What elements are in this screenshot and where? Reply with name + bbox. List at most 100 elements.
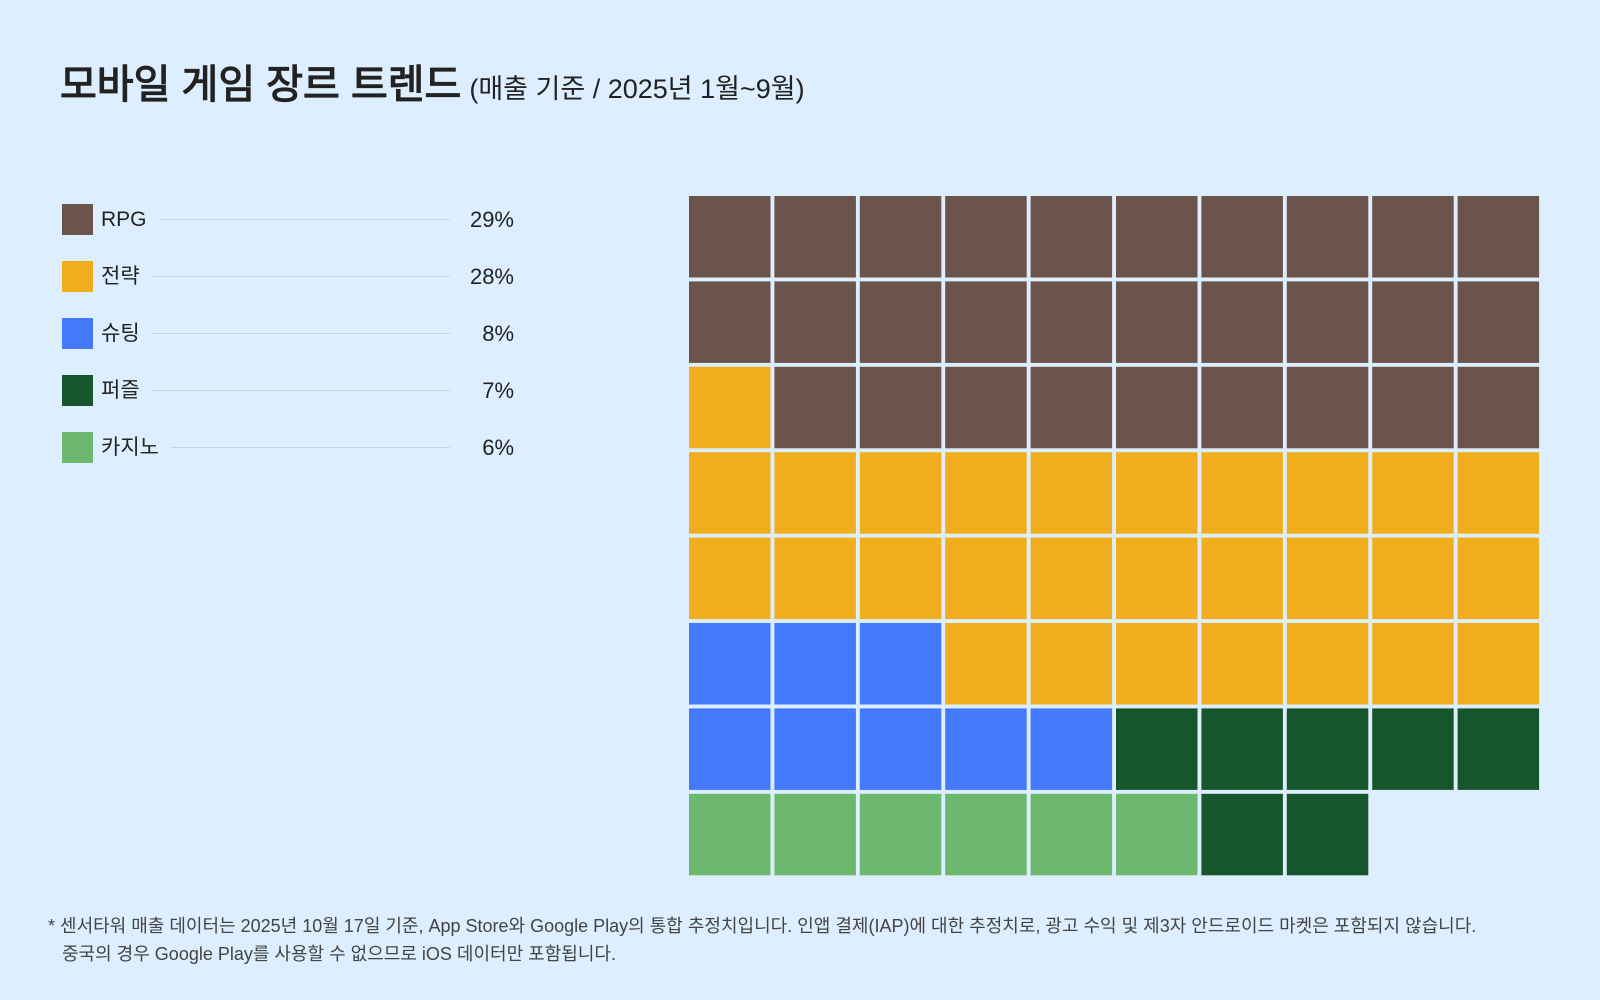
waffle-cell-RPG bbox=[1372, 366, 1454, 449]
waffle-cell-전략 bbox=[1116, 452, 1198, 534]
waffle-cell-RPG bbox=[1286, 281, 1369, 363]
legend-item: RPG 29% bbox=[62, 204, 514, 261]
leader-line bbox=[151, 390, 450, 391]
waffle-cell-퍼즐 bbox=[1286, 708, 1369, 790]
legend-swatch bbox=[62, 432, 93, 463]
waffle-cell-RPG bbox=[689, 196, 771, 278]
waffle-cell-RPG bbox=[1457, 281, 1540, 363]
waffle-cell-전략 bbox=[1030, 623, 1113, 705]
waffle-cell-RPG bbox=[774, 281, 856, 363]
legend-swatch bbox=[62, 261, 93, 292]
chart-title: 모바일 게임 장르 트렌드 (매출 기준 / 2025년 1월~9월) bbox=[60, 52, 805, 110]
waffle-cell-카지노 bbox=[689, 793, 771, 876]
waffle-cell-RPG bbox=[1201, 196, 1283, 278]
leader-line bbox=[151, 333, 450, 334]
legend-item: 퍼즐 7% bbox=[62, 375, 514, 432]
footnote: * 센서타워 매출 데이터는 2025년 10월 17일 기준, App Sto… bbox=[48, 912, 1476, 968]
legend-label: 카지노 bbox=[101, 436, 159, 459]
waffle-cell-RPG bbox=[1116, 366, 1198, 449]
waffle-cell-RPG bbox=[689, 281, 771, 363]
waffle-grid bbox=[689, 196, 1540, 876]
waffle-cell-슈팅 bbox=[1030, 708, 1113, 790]
legend-value: 29% bbox=[469, 207, 514, 232]
waffle-cell-RPG bbox=[945, 281, 1027, 363]
legend-swatch bbox=[62, 204, 93, 235]
waffle-cell-퍼즐 bbox=[1286, 793, 1369, 876]
leader-line bbox=[170, 447, 450, 448]
waffle-cell-RPG bbox=[1201, 366, 1283, 449]
waffle-cell-RPG bbox=[1286, 366, 1369, 449]
waffle-cell-RPG bbox=[774, 366, 856, 449]
legend-item: 전략 28% bbox=[62, 261, 514, 318]
waffle-cell-카지노 bbox=[1116, 793, 1198, 876]
legend-label: RPG bbox=[101, 208, 147, 231]
waffle-cell-전략 bbox=[1372, 623, 1454, 705]
waffle-cell-전략 bbox=[1116, 537, 1198, 620]
waffle-cell-전략 bbox=[774, 537, 856, 620]
waffle-cell-전략 bbox=[859, 452, 942, 534]
waffle-cell-카지노 bbox=[1030, 793, 1113, 876]
waffle-cell-전략 bbox=[1286, 623, 1369, 705]
waffle-cell-슈팅 bbox=[859, 623, 942, 705]
waffle-cell-퍼즐 bbox=[1201, 708, 1283, 790]
legend-label: 슈팅 bbox=[101, 322, 140, 345]
waffle-cell-슈팅 bbox=[945, 708, 1027, 790]
waffle-cell-RPG bbox=[859, 196, 942, 278]
waffle-cell-RPG bbox=[1457, 366, 1540, 449]
legend-swatch bbox=[62, 318, 93, 349]
waffle-cell-전략 bbox=[1457, 452, 1540, 534]
waffle-cell-카지노 bbox=[859, 793, 942, 876]
waffle-cell-RPG bbox=[1030, 366, 1113, 449]
waffle-cell-전략 bbox=[1116, 623, 1198, 705]
waffle-cell-전략 bbox=[1286, 537, 1369, 620]
waffle-cell-RPG bbox=[1116, 281, 1198, 363]
waffle-cell-퍼즐 bbox=[1372, 708, 1454, 790]
waffle-cell-전략 bbox=[1030, 537, 1113, 620]
waffle-cell-RPG bbox=[774, 196, 856, 278]
waffle-cell-RPG bbox=[859, 366, 942, 449]
footnote-line-1: * 센서타워 매출 데이터는 2025년 10월 17일 기준, App Sto… bbox=[48, 916, 1477, 936]
waffle-cell-슈팅 bbox=[859, 708, 942, 790]
waffle-cell-퍼즐 bbox=[1116, 708, 1198, 790]
legend-value: 6% bbox=[482, 435, 514, 460]
waffle-cell-전략 bbox=[1372, 452, 1454, 534]
waffle-cell-전략 bbox=[945, 452, 1027, 534]
waffle-cell-RPG bbox=[1286, 196, 1369, 278]
title-main: 모바일 게임 장르 트렌드 bbox=[60, 63, 462, 107]
legend-value: 7% bbox=[482, 378, 514, 403]
leader-line bbox=[151, 276, 450, 277]
waffle-cell-RPG bbox=[1372, 281, 1454, 363]
waffle-cell-전략 bbox=[774, 452, 856, 534]
waffle-cell-전략 bbox=[1201, 452, 1283, 534]
waffle-cell-RPG bbox=[1116, 196, 1198, 278]
waffle-cell-전략 bbox=[689, 366, 771, 449]
waffle-cell-전략 bbox=[1457, 623, 1540, 705]
waffle-cell-RPG bbox=[1457, 196, 1540, 278]
waffle-cell-전략 bbox=[859, 537, 942, 620]
legend: RPG 29% 전략 28% 슈팅 8% 퍼즐 7% 카지노 6% bbox=[62, 204, 514, 489]
waffle-cell-카지노 bbox=[945, 793, 1027, 876]
waffle-cell-전략 bbox=[1030, 452, 1113, 534]
waffle-cell-퍼즐 bbox=[1201, 793, 1283, 876]
waffle-cell-전략 bbox=[689, 537, 771, 620]
legend-swatch bbox=[62, 375, 93, 406]
waffle-cell-전략 bbox=[1201, 537, 1283, 620]
waffle-cell-전략 bbox=[1457, 537, 1540, 620]
legend-value: 8% bbox=[482, 321, 514, 346]
waffle-cell-RPG bbox=[859, 281, 942, 363]
waffle-cell-RPG bbox=[1030, 281, 1113, 363]
waffle-cell-RPG bbox=[1201, 281, 1283, 363]
leader-line bbox=[158, 219, 450, 220]
waffle-cell-RPG bbox=[1372, 196, 1454, 278]
waffle-cell-RPG bbox=[945, 196, 1027, 278]
waffle-cell-전략 bbox=[945, 537, 1027, 620]
legend-label: 전략 bbox=[101, 265, 140, 288]
waffle-cell-전략 bbox=[689, 452, 771, 534]
waffle-cell-전략 bbox=[1201, 623, 1283, 705]
footnote-line-2: 중국의 경우 Google Play를 사용할 수 없으므로 iOS 데이터만 … bbox=[62, 944, 616, 964]
waffle-cell-RPG bbox=[1030, 196, 1113, 278]
waffle-cell-슈팅 bbox=[774, 708, 856, 790]
legend-item: 카지노 6% bbox=[62, 432, 514, 489]
waffle-cell-전략 bbox=[945, 623, 1027, 705]
legend-value: 28% bbox=[469, 264, 514, 289]
